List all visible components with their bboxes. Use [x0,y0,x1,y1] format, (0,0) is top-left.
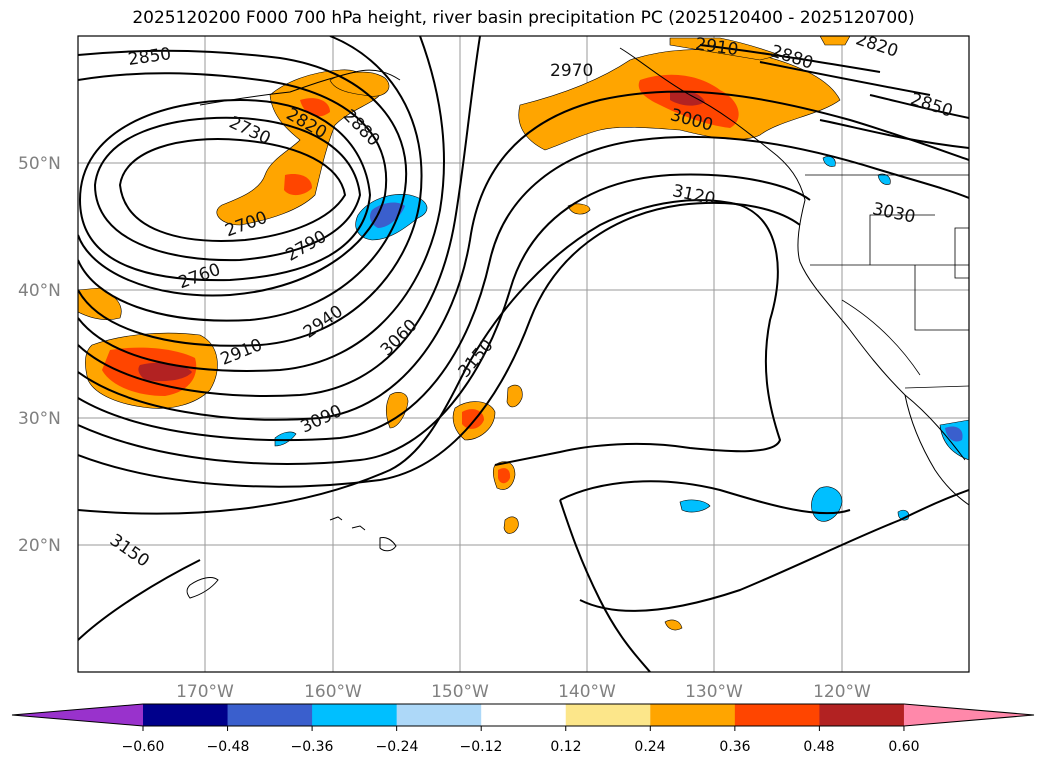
state-boundaries [805,174,969,389]
colorbar-segment [565,704,651,726]
coastlines [186,47,969,599]
colorbar-tick-label: 0.48 [803,739,834,755]
lon-label: 160°W [304,682,362,702]
colorbar-segment [819,704,905,726]
colorbar-tick-label: 0.60 [888,739,919,755]
lon-label: 140°W [558,682,616,702]
latitude-labels: 50°N 40°N 30°N 20°N [18,154,61,556]
lon-label: 170°W [176,682,234,702]
colorbar-tick-label: 0.12 [550,739,581,755]
longitude-labels: 170°W 160°W 150°W 140°W 130°W 120°W [176,682,871,702]
lat-label: 30°N [18,409,61,429]
colorbar-extension-low [12,704,143,726]
colorbar-segment [481,704,567,726]
colorbar-tick-label: −0.12 [460,739,503,755]
lat-label: 40°N [18,281,61,301]
colorbar-segment [734,704,820,726]
colorbar-tick-label: 0.36 [719,739,750,755]
colorbar-tick-label: −0.48 [207,739,250,755]
lon-label: 150°W [431,682,489,702]
precip-extreme-positive-areas [138,90,705,382]
colorbar-segment [143,704,229,726]
height-contours [78,36,969,672]
map-title: 2025120200 F000 700 hPa height, river ba… [132,8,915,28]
colorbar-segment [312,704,398,726]
lon-label: 120°W [813,682,871,702]
colorbar-tick-label: −0.60 [122,739,165,755]
colorbar-ticks: −0.60 −0.48 −0.36 −0.24 −0.12 0.12 0.24 … [122,739,920,755]
colorbar-tick-label: −0.24 [376,739,419,755]
lat-label: 50°N [18,154,61,174]
colorbar-segment [650,704,736,726]
map-frame [77,35,970,673]
contour-label: 2970 [550,61,593,81]
colorbar-extension-high [903,704,1034,726]
colorbar-tick-label: −0.36 [291,739,334,755]
lat-label: 20°N [18,536,61,556]
map-background [78,36,969,672]
colorbar-segment [227,704,313,726]
lon-label: 130°W [685,682,743,702]
colorbar-segment [396,704,482,726]
gridlines [78,36,969,672]
colorbar-tick-label: 0.24 [634,739,665,755]
colorbar [11,703,1035,731]
precip-strong-negative-areas [370,202,963,442]
